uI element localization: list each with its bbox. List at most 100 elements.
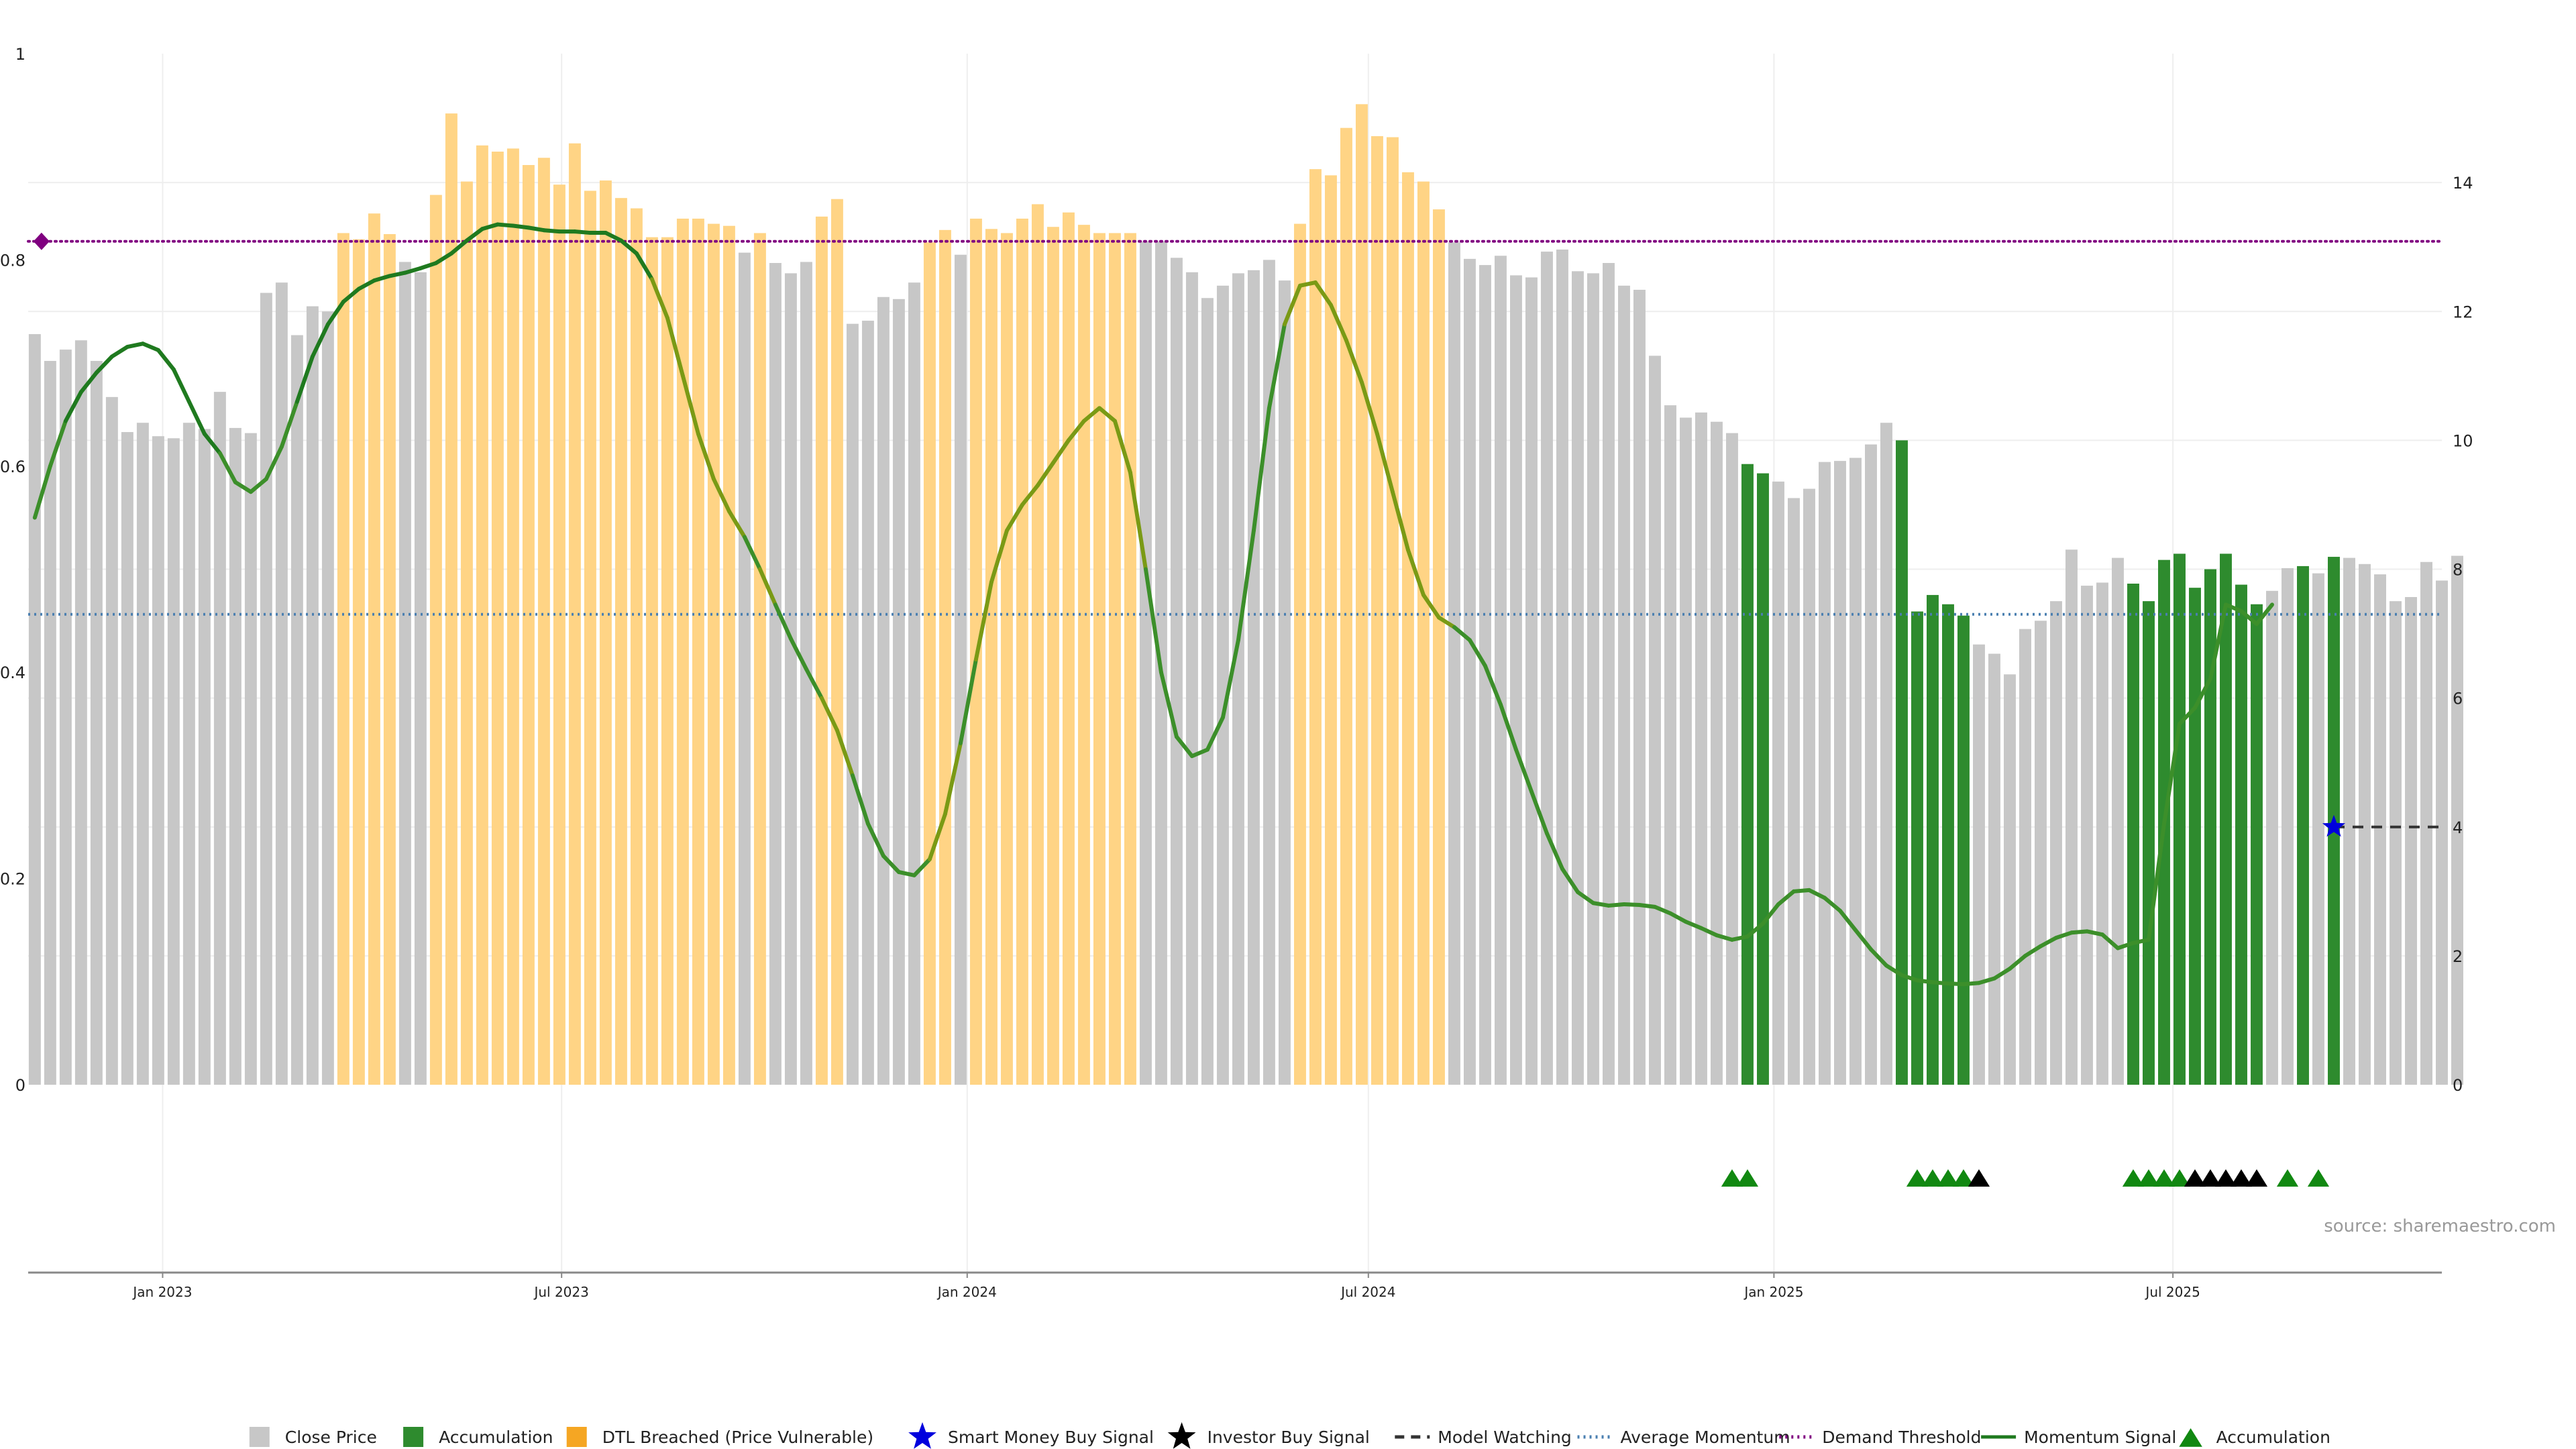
price-bar (2204, 569, 2216, 1085)
price-bar (1633, 289, 1646, 1085)
price-bar (2266, 590, 2278, 1085)
momentum-segment (1529, 789, 1549, 836)
price-bar (2174, 553, 2186, 1085)
price-bar (707, 223, 720, 1085)
price-bar (2096, 582, 2108, 1085)
momentum-segment (233, 480, 253, 494)
momentum-segment (1004, 502, 1024, 533)
x-axis-tick-label: Jan 2025 (1743, 1284, 1803, 1300)
price-bar (460, 181, 473, 1085)
price-bar (1525, 277, 1538, 1085)
momentum-segment (958, 657, 978, 745)
price-bar (1571, 271, 1584, 1085)
momentum-segment (279, 399, 299, 449)
momentum-segment (1760, 902, 1780, 926)
price-bar (2050, 601, 2062, 1085)
price-bar (1556, 250, 1568, 1085)
momentum-segment (1699, 926, 1719, 938)
momentum-segment (2115, 941, 2135, 951)
momentum-segment (1035, 460, 1055, 488)
price-bar (398, 262, 411, 1085)
momentum-segment (1560, 867, 1580, 894)
momentum-segment (1421, 592, 1441, 620)
accumulation-marker (2153, 1169, 2176, 1187)
price-bar (2359, 564, 2371, 1085)
momentum-segment (727, 509, 747, 539)
momentum-segment (804, 667, 824, 700)
momentum-segment (1174, 735, 1194, 759)
price-bar (1664, 405, 1676, 1085)
momentum-segment (511, 223, 531, 230)
price-bar (2312, 573, 2324, 1085)
momentum-segment (140, 341, 160, 352)
momentum-segment (2192, 676, 2212, 710)
right-axis-tick-label: 14 (2453, 174, 2473, 193)
price-bar (59, 350, 72, 1085)
momentum-segment (696, 431, 716, 482)
price-bar (815, 216, 828, 1085)
price-bar (692, 218, 704, 1085)
momentum-segment (1313, 280, 1333, 307)
momentum-segment (1513, 747, 1534, 794)
price-bar (445, 113, 458, 1085)
price-bar (1710, 421, 1723, 1085)
momentum-segment (1081, 406, 1102, 423)
momentum-segment (1745, 921, 1765, 939)
momentum-segment (1066, 419, 1086, 443)
demand-threshold-marker (33, 232, 50, 250)
price-bar (383, 233, 396, 1085)
momentum-segment (495, 222, 515, 228)
momentum-segment (1776, 889, 1796, 907)
momentum-segment (989, 528, 1009, 584)
price-bar (2297, 566, 2309, 1085)
price-bar (2451, 555, 2463, 1085)
momentum-segment (2223, 602, 2243, 613)
price-bar (722, 225, 735, 1085)
price-bar (1648, 356, 1661, 1085)
momentum-segment (2069, 929, 2089, 935)
right-axis-tick-label: 2 (2453, 947, 2463, 966)
legend-star-icon (1167, 1422, 1196, 1449)
price-bar (2081, 586, 2093, 1085)
momentum-segment (572, 229, 592, 235)
momentum-segment (480, 222, 500, 231)
price-bar (2004, 674, 2016, 1085)
price-bar (1016, 218, 1028, 1085)
accumulation-marker (2122, 1169, 2145, 1187)
momentum-segment (603, 231, 623, 243)
momentum-segment (1483, 663, 1503, 707)
price-bar (861, 321, 874, 1085)
accumulation-marker (2276, 1169, 2299, 1187)
price-bar (1340, 127, 1352, 1085)
momentum-segment (819, 696, 839, 733)
left-axis-tick-label: 0.8 (0, 251, 25, 270)
momentum-segment (1498, 702, 1518, 752)
momentum-segment (912, 857, 932, 877)
price-bar (152, 436, 164, 1085)
price-bar (1293, 223, 1306, 1085)
price-bar (784, 273, 797, 1085)
price-bar (260, 292, 272, 1085)
momentum-segment (310, 322, 330, 359)
price-bar (1417, 181, 1430, 1085)
momentum-segment (1112, 419, 1132, 475)
legend-label: Momentum Signal (2024, 1428, 2176, 1447)
price-bar (645, 237, 658, 1085)
price-bar (1787, 498, 1800, 1085)
price-bar (1880, 423, 1892, 1085)
momentum-segment (248, 477, 268, 494)
price-bar (1772, 481, 1784, 1085)
price-bar (1247, 270, 1260, 1085)
momentum-segment (341, 286, 361, 304)
legend-triangle-icon (2179, 1428, 2202, 1447)
price-bar (753, 233, 766, 1085)
momentum-segment (835, 728, 855, 777)
momentum-segment (1159, 670, 1179, 739)
momentum-segment (1251, 406, 1271, 533)
smart-money-buy-signal (2322, 814, 2346, 837)
price-bar (2035, 621, 2047, 1085)
momentum-segment (171, 367, 191, 404)
momentum-segment (1097, 406, 1117, 423)
price-bar (1509, 275, 1522, 1085)
momentum-segment (1236, 528, 1256, 643)
